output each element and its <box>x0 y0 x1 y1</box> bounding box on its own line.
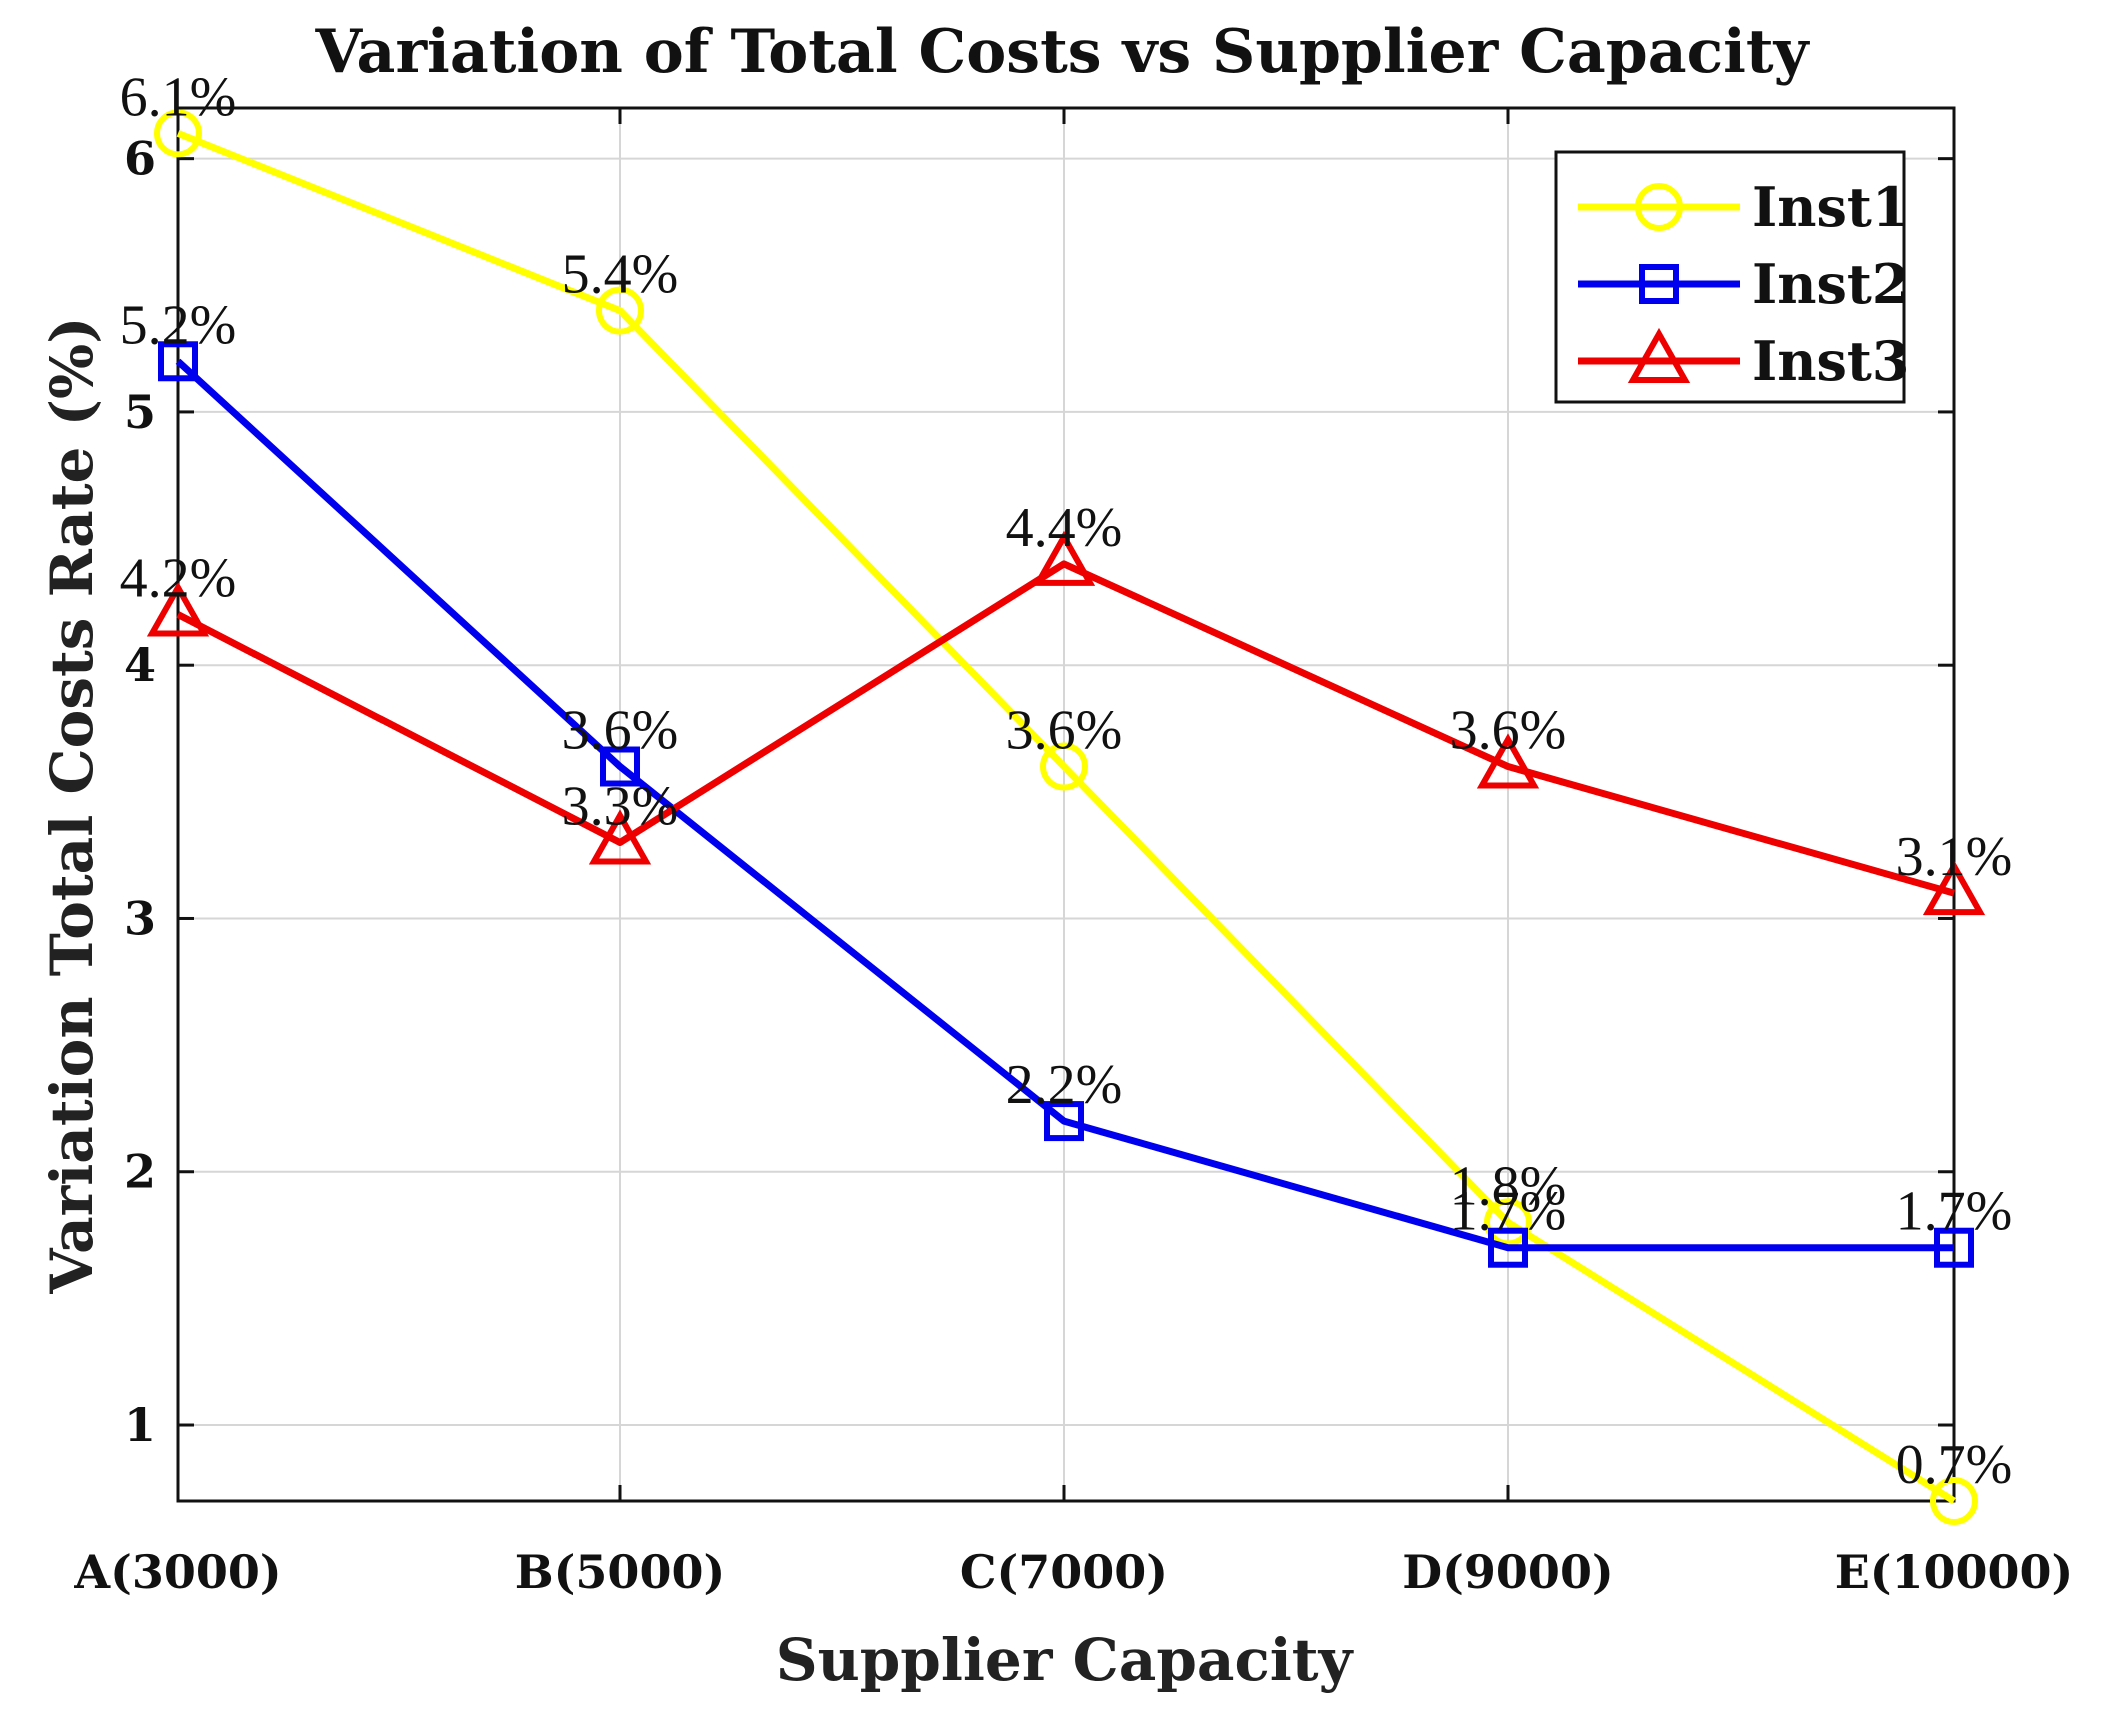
y-tick-label: 6 <box>124 132 156 186</box>
legend-label-inst2: Inst2 <box>1752 252 1909 316</box>
data-label-inst1: 5.4% <box>562 244 679 306</box>
x-tick-label: B(5000) <box>515 1545 725 1599</box>
legend-label-inst3: Inst3 <box>1752 329 1909 393</box>
y-axis-label: Variation Total Costs Rate (%) <box>38 316 106 1294</box>
data-label-inst3: 4.4% <box>1006 497 1123 559</box>
x-tick-label: D(9000) <box>1402 1545 1613 1599</box>
legend: Inst1 Inst2 Inst3 <box>1556 152 1909 402</box>
data-label-inst2: 3.6% <box>562 700 679 762</box>
chart-title: Variation of Total Costs vs Supplier Cap… <box>315 17 1811 87</box>
y-tick-label: 5 <box>124 385 156 439</box>
legend-label-inst1: Inst1 <box>1752 175 1909 239</box>
x-tick-label: A(3000) <box>73 1545 281 1599</box>
data-label-inst2: 2.2% <box>1006 1054 1123 1116</box>
data-label-inst3: 3.1% <box>1896 826 2013 888</box>
y-tick-label: 3 <box>124 891 156 945</box>
x-tick-label: E(10000) <box>1835 1545 2074 1599</box>
x-axis-label: Supplier Capacity <box>776 1626 1355 1694</box>
data-label-inst2: 1.7% <box>1896 1181 2013 1243</box>
data-label-inst3: 3.3% <box>562 775 679 837</box>
y-tick-label: 2 <box>124 1145 156 1199</box>
data-label-inst3: 3.6% <box>1450 700 1567 762</box>
x-tick-label: C(7000) <box>960 1545 1168 1599</box>
y-tick-label: 4 <box>124 638 156 692</box>
y-tick-label: 1 <box>124 1398 156 1452</box>
data-label-inst2: 5.2% <box>120 294 237 356</box>
data-label-inst3: 4.2% <box>120 548 237 610</box>
data-label-inst1: 6.1% <box>120 66 237 128</box>
data-label-inst2: 1.7% <box>1450 1181 1567 1243</box>
data-label-inst1: 3.6% <box>1006 700 1123 762</box>
data-label-inst1: 0.7% <box>1896 1434 2013 1496</box>
line-chart: Variation of Total Costs vs Supplier Cap… <box>0 0 2102 1731</box>
